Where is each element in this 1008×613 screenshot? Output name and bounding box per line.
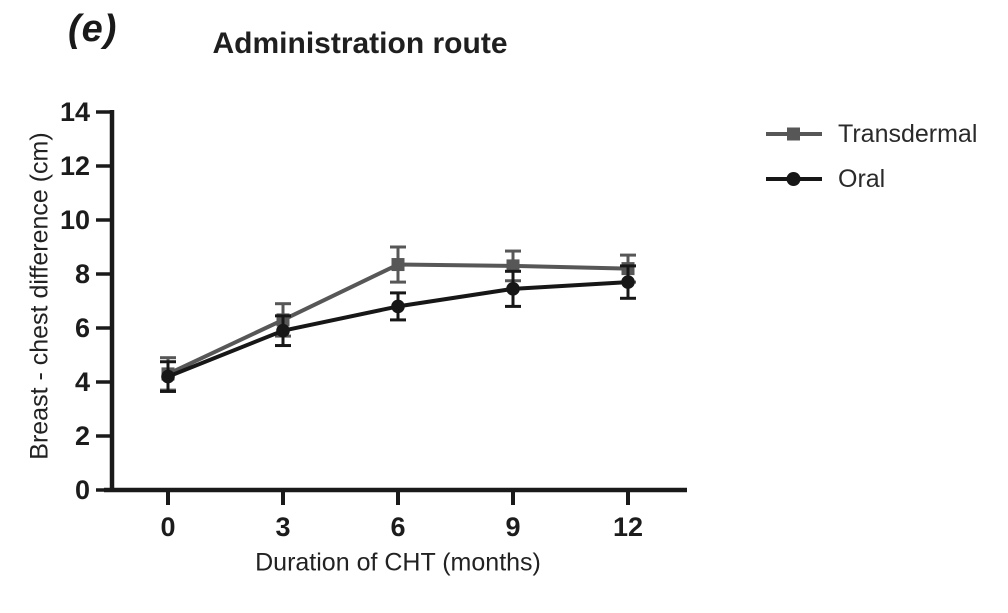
y-tick-label: 4 [75,367,90,397]
legend-label-transdermal: Transdermal [838,119,978,148]
x-tick-label: 0 [160,512,175,542]
y-tick-label: 0 [75,475,90,505]
oral-circle-marker-icon [766,172,822,186]
y-tick-label: 12 [60,151,90,181]
y-tick-label: 14 [60,97,90,127]
transdermal-square-marker-icon [766,127,822,141]
data-point-oral [506,282,520,296]
panel-label: (e) [68,8,118,50]
legend-item-transdermal: Transdermal [766,120,977,148]
y-tick-label: 2 [75,421,90,451]
y-tick-label: 6 [75,313,90,343]
legend-item-oral: Oral [766,165,977,193]
data-point-oral [276,323,290,338]
legend: Transdermal Oral [766,120,977,193]
data-point-transdermal [506,259,520,273]
x-tick-label: 9 [505,512,520,542]
x-axis-title: Duration of CHT (months) [255,548,541,577]
legend-label-oral: Oral [838,164,886,193]
data-point-oral [621,275,635,289]
x-tick-label: 3 [275,512,290,542]
x-tick-label: 12 [613,512,643,542]
data-point-transdermal [391,258,405,272]
y-tick-label: 8 [75,259,90,289]
data-point-oral [161,369,175,384]
y-tick-label: 10 [60,205,90,235]
chart-title: Administration route [212,27,508,60]
x-tick-label: 6 [390,512,405,542]
data-point-oral [391,299,405,314]
